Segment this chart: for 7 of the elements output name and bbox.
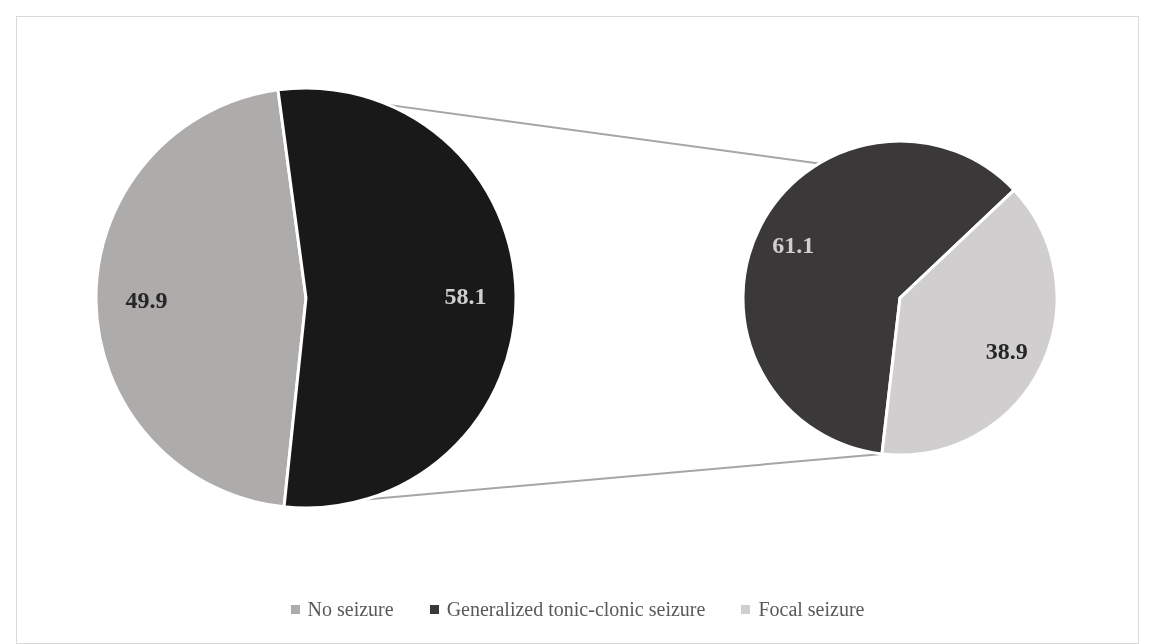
data-label: 58.1: [444, 282, 487, 309]
data-label: 49.9: [125, 287, 168, 314]
legend-label: Focal seizure: [758, 598, 865, 621]
legend-label: No seizure: [307, 598, 394, 621]
data-label: 38.9: [985, 338, 1028, 365]
data-label: 61.1: [772, 231, 815, 258]
legend-label: Generalized tonic-clonic seizure: [446, 598, 706, 621]
